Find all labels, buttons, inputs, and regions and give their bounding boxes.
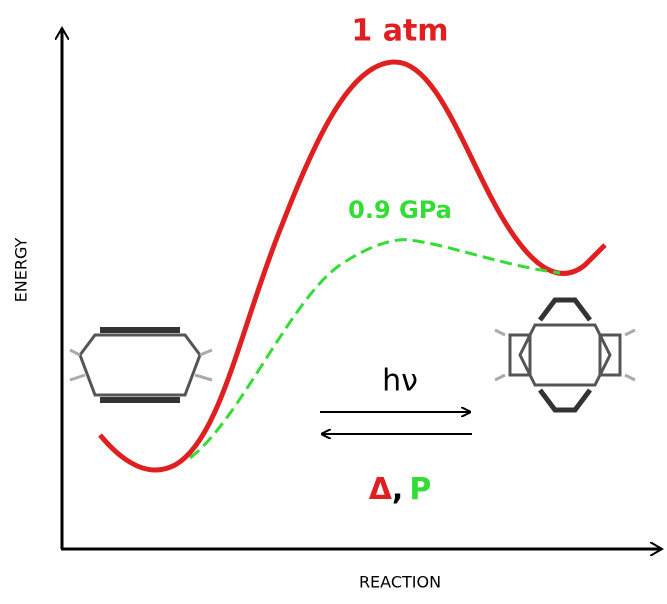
energy-diagram: ENERGY REACTION 1 atm 0.9 GPa hν Δ,P bbox=[0, 0, 667, 600]
label-delta: Δ bbox=[369, 472, 393, 507]
label-1atm: 1 atm bbox=[351, 14, 448, 49]
label-hv: hν bbox=[382, 364, 418, 399]
label-09gpa: 0.9 GPa bbox=[348, 196, 452, 224]
reverse-condition: Δ,P bbox=[369, 472, 432, 507]
label-p: P bbox=[409, 472, 431, 507]
molecule-left bbox=[70, 330, 212, 400]
x-axis-label: REACTION bbox=[359, 573, 441, 592]
label-comma: , bbox=[392, 472, 403, 507]
curve-1atm bbox=[100, 62, 605, 470]
molecule-right bbox=[495, 300, 635, 410]
y-axis-label: ENERGY bbox=[12, 237, 31, 302]
curve-09gpa bbox=[190, 240, 560, 458]
page: ENERGY REACTION 1 atm 0.9 GPa hν Δ,P (()… bbox=[0, 0, 667, 604]
